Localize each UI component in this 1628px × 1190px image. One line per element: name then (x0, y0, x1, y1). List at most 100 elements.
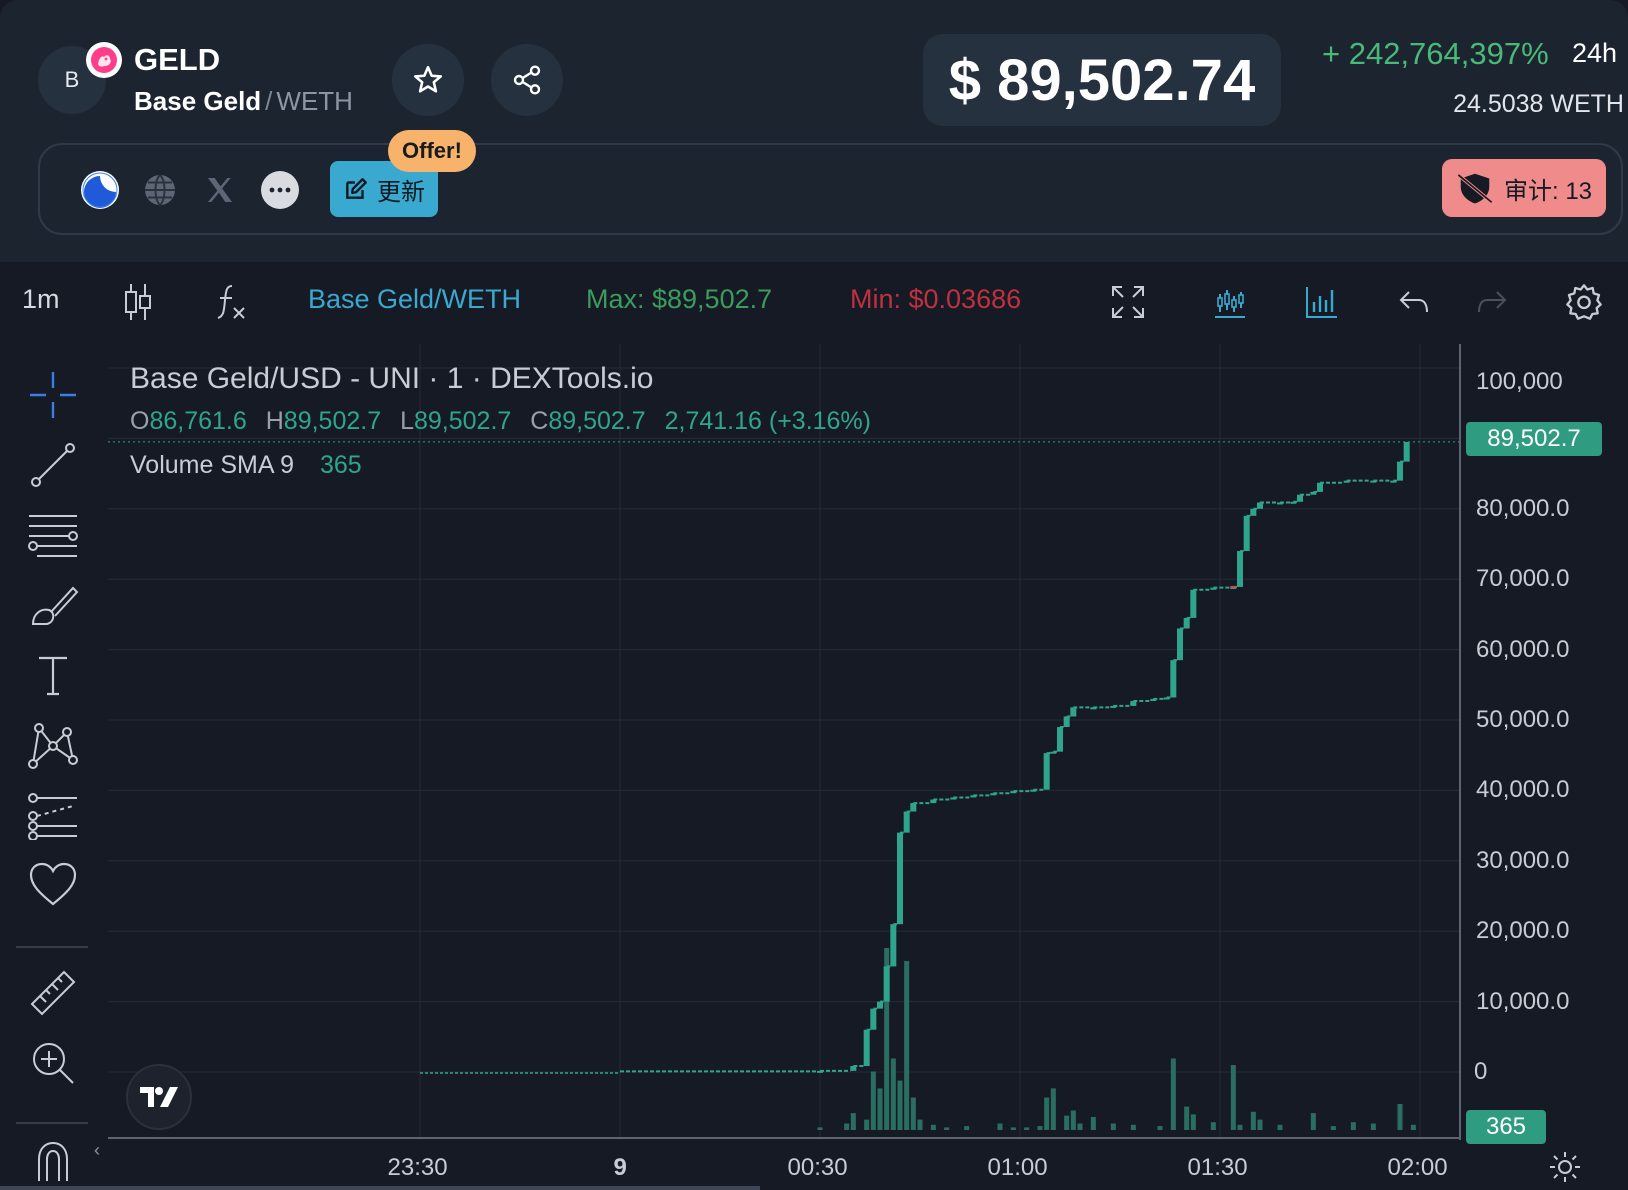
chain-logo-icon[interactable] (80, 170, 120, 210)
candle (897, 832, 903, 925)
fullscreen-icon[interactable] (1106, 280, 1150, 324)
ohlc-close: 89,502.7 (548, 407, 646, 435)
price-tick-label: 0 (1474, 1058, 1488, 1085)
volume-bar (1277, 1124, 1283, 1130)
candle (1090, 707, 1097, 710)
tradingview-logo-icon[interactable] (126, 1064, 192, 1130)
fib-lines-icon[interactable] (24, 506, 82, 564)
candle (1190, 589, 1197, 618)
chart-toolbar: 1m Base Geld/WETH Max: $89,502.7 Min: $0… (0, 262, 1628, 344)
offer-badge[interactable]: Offer! (388, 130, 476, 172)
ohlc-h-label: H (265, 407, 284, 435)
pair-label: Base Geld/WETH (308, 284, 522, 314)
volume-bar (1064, 1115, 1070, 1130)
ruler-icon[interactable] (24, 964, 82, 1022)
more-icon[interactable] (260, 170, 300, 210)
website-globe-icon[interactable] (140, 170, 180, 210)
pattern-icon[interactable] (24, 716, 82, 774)
candle (1050, 751, 1057, 754)
redo-icon[interactable] (1470, 280, 1514, 324)
candle (970, 795, 977, 798)
volume-bar (904, 961, 910, 1130)
price-chart[interactable] (108, 344, 1459, 1140)
volume-bar (1044, 1097, 1050, 1130)
price-tick-label: 20,000.0 (1476, 917, 1570, 945)
volume-bar (930, 1124, 936, 1130)
price-tick-label: 50,000.0 (1476, 706, 1570, 733)
volume-bar (1230, 1065, 1236, 1130)
drawing-tools-sidebar: ‹ (0, 344, 108, 1190)
min-price-label: Min: $0.03686 (850, 284, 1022, 314)
volume-bar (870, 1071, 876, 1130)
indicators-icon[interactable] (208, 280, 252, 324)
volume-bar (1250, 1111, 1256, 1130)
candle (1397, 461, 1403, 481)
volume-sma-legend: Volume SMA 9 365 (130, 451, 362, 480)
collapse-toolbar-icon[interactable]: ‹ (94, 1140, 100, 1160)
compare-icon[interactable] (1300, 280, 1344, 324)
change-period: 24h (1572, 38, 1618, 68)
candle (877, 1001, 883, 1009)
theme-toggle-icon[interactable] (1548, 1150, 1582, 1189)
brush-icon[interactable] (24, 576, 82, 634)
volume-sma-value: 365 (319, 451, 362, 479)
candle (1010, 791, 1017, 794)
audit-button[interactable]: 审计: 13 (1442, 159, 1606, 217)
candle (1243, 515, 1250, 552)
audit-label: 审计: 13 (1503, 177, 1593, 205)
volume-bar (1077, 1123, 1083, 1130)
last-price-tag: 89,502.7 (1466, 422, 1602, 456)
share-button[interactable] (491, 44, 563, 116)
tools-divider (16, 946, 88, 948)
settings-icon[interactable] (1562, 280, 1606, 324)
scroll-indicator[interactable] (0, 1186, 760, 1190)
candle (910, 803, 917, 812)
uniswap-logo-icon (86, 42, 122, 78)
candle (1150, 698, 1157, 701)
undo-icon[interactable] (1392, 280, 1436, 324)
interval-selector[interactable]: 1m (22, 284, 60, 314)
candle (1317, 482, 1323, 492)
forecast-icon[interactable] (24, 786, 82, 844)
volume-bar (917, 1119, 923, 1130)
heart-icon[interactable] (24, 856, 82, 914)
ohlc-open: 86,761.6 (149, 407, 247, 435)
favorite-button[interactable] (392, 44, 464, 116)
time-tick-label: 9 (613, 1154, 627, 1181)
volume-bar (1090, 1117, 1096, 1130)
tools-divider-2 (16, 1122, 88, 1124)
crosshair-icon[interactable] (24, 366, 82, 424)
price-tick-label: 60,000.0 (1476, 635, 1570, 663)
x-twitter-icon[interactable] (200, 170, 240, 210)
volume-bar (1130, 1124, 1136, 1130)
volume-bar (1410, 1124, 1416, 1130)
candle (890, 924, 897, 967)
volume-bar (1237, 1124, 1243, 1130)
ohlc-c-label: C (530, 407, 549, 435)
time-tick-label: 01:00 (987, 1154, 1048, 1181)
edit-icon (346, 178, 367, 199)
volume-bar (817, 1127, 823, 1130)
bar-chart-icon[interactable] (1208, 280, 1252, 324)
magnet-icon[interactable] (24, 1130, 82, 1188)
ohlc-high: 89,502.7 (283, 407, 382, 435)
usd-price: $ 89,502.74 (923, 34, 1281, 126)
candle (1057, 727, 1063, 752)
price-change-24h: + 242,764,397% (1322, 36, 1549, 71)
zoom-in-icon[interactable] (24, 1034, 82, 1092)
native-price: 24.5038 WETH (1453, 90, 1624, 118)
price-scale[interactable]: 100,000 80,000.0 70,000.0 60,000.0 50,000.0 4… (1459, 344, 1628, 1140)
candle (1210, 587, 1217, 590)
candle (1030, 789, 1037, 792)
ohlc-change: 2,741.16 (+3.16%) (664, 407, 872, 435)
trend-line-icon[interactable] (24, 436, 82, 494)
volume-bar (1157, 1126, 1163, 1130)
volume-bar (1037, 1126, 1043, 1130)
max-price-label: Max: $89,502.7 (586, 284, 773, 314)
text-icon[interactable] (24, 646, 82, 704)
volume-bar (1170, 1058, 1176, 1130)
volume-tag: 365 (1466, 1110, 1546, 1144)
candle (1043, 753, 1050, 790)
candles-icon[interactable] (116, 280, 160, 324)
candle (1177, 628, 1183, 661)
